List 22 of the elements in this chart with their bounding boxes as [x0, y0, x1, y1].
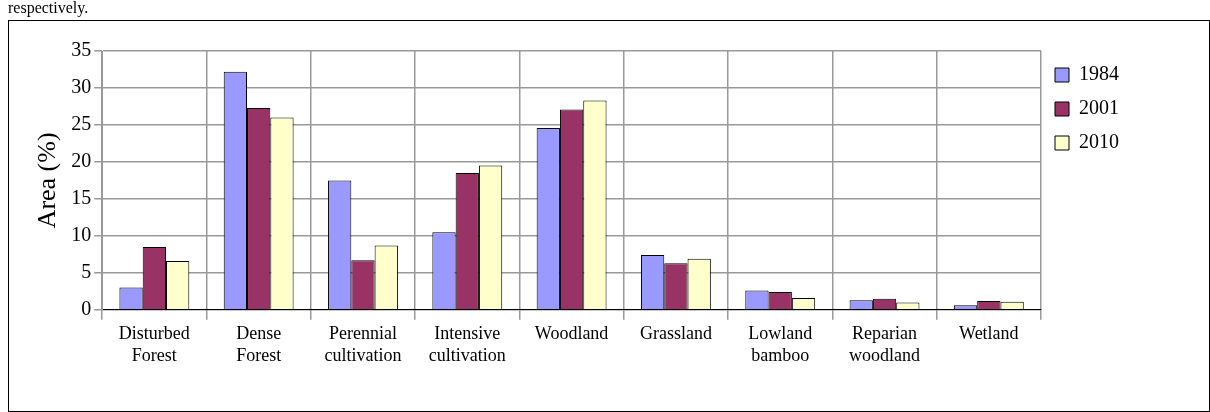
y-tick-label: 25: [71, 112, 92, 135]
y-tick-label: 15: [71, 186, 92, 209]
x-tick-label: Lowland bamboo: [748, 323, 813, 365]
x-tick-label: Disturbed Forest: [118, 323, 190, 365]
legend-label: 2001: [1079, 96, 1119, 119]
y-tick-label: 0: [81, 297, 92, 320]
y-tick-label: 5: [81, 260, 92, 283]
text: respectively.: [8, 0, 89, 16]
x-tick-label: Woodland: [534, 323, 609, 344]
x-tick-label: Wetland: [959, 323, 1019, 344]
x-tick-label: Reparian woodland: [849, 323, 921, 365]
x-tick-label: Dense Forest: [236, 323, 282, 365]
y-tick-label: 30: [71, 75, 92, 98]
y-tick-label: 10: [71, 223, 92, 246]
legend-label: 2010: [1079, 130, 1119, 153]
x-tick-label: Perennial cultivation: [324, 323, 402, 365]
y-tick-label: 35: [71, 38, 92, 61]
y-axis-title: Area (%): [32, 132, 62, 229]
y-tick-label: 20: [71, 149, 92, 172]
x-tick-label: Intensive cultivation: [428, 323, 506, 365]
legend-label: 1984: [1079, 62, 1119, 85]
x-tick-label: Grassland: [639, 323, 712, 344]
